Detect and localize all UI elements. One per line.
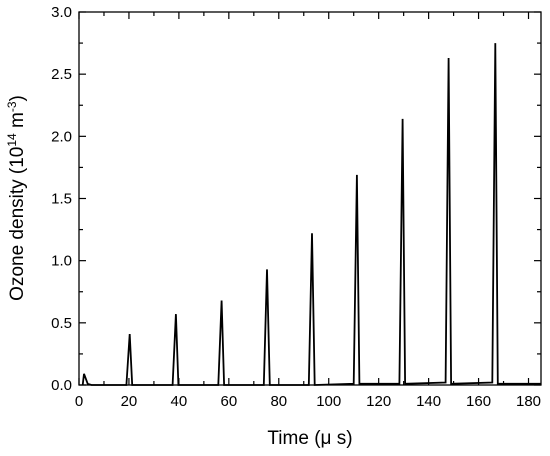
y-tick-label: 2.5 xyxy=(51,66,72,83)
x-tick-label: 160 xyxy=(466,393,491,410)
x-tick-label: 0 xyxy=(75,393,83,410)
y-tick-label: 3.0 xyxy=(51,4,72,21)
x-tick-label: 180 xyxy=(516,393,541,410)
ozone-density-series-line xyxy=(81,43,541,386)
y-tick-label: 2.0 xyxy=(51,128,72,145)
x-tick-label: 100 xyxy=(316,393,341,410)
y-tick-label: 0.5 xyxy=(51,315,72,332)
tick-labels: 0 20 40 60 80 100 120 140 160 180 0.0 0.5 1.0 1.5 2.0 2… xyxy=(51,4,541,410)
x-axis-title: Time (μ s) xyxy=(267,428,352,449)
x-tick-label: 140 xyxy=(416,393,441,410)
plot-frame xyxy=(78,11,542,386)
y-tick-label: 1.5 xyxy=(51,191,72,208)
x-tick-label: 120 xyxy=(366,393,391,410)
x-tick-label: 20 xyxy=(121,393,138,410)
y-tick-label: 1.0 xyxy=(51,253,72,270)
x-tick-label: 60 xyxy=(220,393,237,410)
y-tick-label: 0.0 xyxy=(51,377,72,394)
x-tick-label: 40 xyxy=(171,393,188,410)
y-axis-title: Ozone density (1014 m-3) xyxy=(5,95,28,301)
x-tick-label: 80 xyxy=(270,393,287,410)
